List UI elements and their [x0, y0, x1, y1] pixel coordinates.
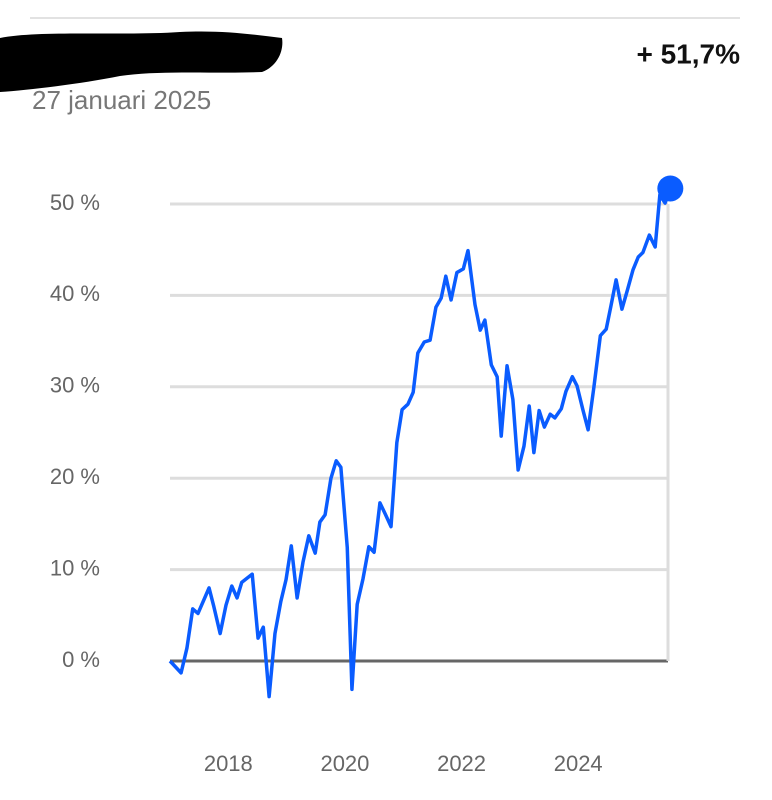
x-tick-label: 2022 — [437, 751, 486, 776]
y-tick-label: 40 % — [50, 281, 100, 306]
y-tick-label: 10 % — [50, 555, 100, 580]
date: 27 januari 2025 — [32, 85, 211, 115]
x-tick-label: 2020 — [320, 751, 369, 776]
y-tick-label: 20 % — [50, 464, 100, 489]
x-tick-label: 2024 — [554, 751, 603, 776]
x-tick-label: 2018 — [204, 751, 253, 776]
y-tick-label: 30 % — [50, 373, 100, 398]
data-line — [168, 187, 672, 699]
redaction — [0, 31, 283, 93]
y-tick-label: 0 % — [62, 647, 100, 672]
change-value: + 51,7% — [636, 38, 740, 69]
y-tick-label: 50 % — [50, 190, 100, 215]
end-point — [657, 175, 684, 202]
